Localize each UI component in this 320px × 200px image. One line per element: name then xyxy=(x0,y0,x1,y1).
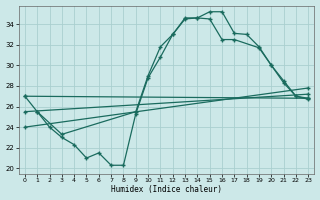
X-axis label: Humidex (Indice chaleur): Humidex (Indice chaleur) xyxy=(111,185,222,194)
